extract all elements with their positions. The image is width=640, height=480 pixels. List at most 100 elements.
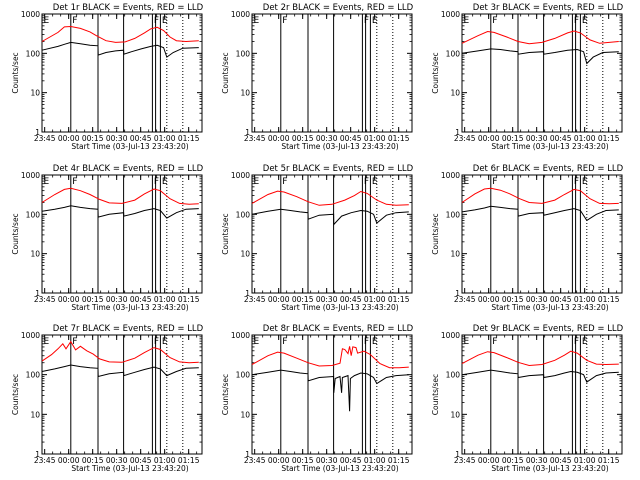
lld-series-line [41,25,199,43]
panel-2: Det 2r BLACK = Events, RED = LLD 1 10 100 10… [221,3,414,151]
y-tick-label: 1 [35,289,40,298]
x-tick-label: 01:15 [598,295,620,304]
x-axis-label: Start Time (03-Jul-13 23:43:20) [281,464,398,473]
letter-marker: F [574,177,579,187]
x-tick-label: 01:15 [178,456,200,465]
panel-title: Det 9r BLACK = Events, RED = LLD [473,324,624,334]
panel-3: Det 3r BLACK = Events, RED = LLD 1 10 100 10… [431,3,624,151]
y-tick-label: 1 [245,450,250,459]
x-tick-label: 00:00 [268,456,290,465]
x-tick-label: 01:15 [388,456,410,465]
x-tick-label: 00:30 [316,456,338,465]
y-tick-label: 1000 [21,10,40,19]
letter-marker: E [44,16,50,26]
y-tick-label: 1 [245,289,250,298]
x-tick-label: 00:30 [106,134,128,143]
lld-series-line [41,340,199,364]
x-tick-label: 00:30 [526,134,548,143]
x-tick-label: 00:45 [130,295,152,304]
x-tick-label: 00:45 [550,134,572,143]
x-tick-label: 01:00 [574,134,596,143]
letter-marker: E [582,177,588,187]
y-axis-label: Counts/sec [11,213,20,254]
panel-title: Det 7r BLACK = Events, RED = LLD [53,324,204,334]
plot-frame [251,13,413,133]
x-tick-label: 00:00 [58,295,80,304]
panel-title: Det 4r BLACK = Events, RED = LLD [53,164,204,174]
panel-8: Det 8r BLACK = Events, RED = LLD 1 10 100 10… [221,324,414,473]
letter-marker: F [154,16,159,26]
events-series-line [461,369,619,383]
letter-marker: F [282,16,287,26]
lld-series-line [461,187,619,205]
events-series-line [461,48,619,65]
letter-marker: E [162,16,168,26]
letter-marker: E [254,177,260,187]
letter-marker: F [72,177,77,187]
letter-marker: E [372,337,378,347]
y-tick-label: 10 [450,250,460,259]
lld-series-line [461,30,619,45]
letter-marker: F [574,337,579,347]
lld-series-line [251,346,409,369]
panel-9: Det 9r BLACK = Events, RED = LLD 1 10 100 10… [431,324,624,473]
letter-marker: F [154,337,159,347]
x-tick-label: 23:45 [244,456,266,465]
events-series-line [41,41,199,58]
x-tick-label: 00:30 [316,134,338,143]
events-series-line [251,369,409,412]
x-tick-label: 01:00 [154,134,176,143]
y-tick-label: 10 [240,410,250,419]
y-tick-label: 10 [240,89,250,98]
y-tick-label: 100 [236,210,251,219]
x-tick-label: 23:45 [244,134,266,143]
y-tick-label: 1000 [21,331,40,340]
y-tick-label: 100 [236,371,251,380]
x-tick-label: 00:45 [340,456,362,465]
panel-5: Det 5r BLACK = Events, RED = LLD 1 10 100 10… [221,164,414,312]
panel-title: Det 3r BLACK = Events, RED = LLD [473,3,624,13]
y-tick-label: 10 [30,89,40,98]
letter-marker: F [492,177,497,187]
letter-marker: F [72,337,77,347]
x-tick-label: 23:45 [34,295,56,304]
y-tick-label: 1000 [21,171,40,180]
x-tick-label: 00:00 [58,134,80,143]
x-tick-label: 00:00 [58,456,80,465]
x-axis-label: Start Time (03-Jul-13 23:43:20) [71,142,188,151]
x-tick-label: 00:45 [550,295,572,304]
letter-marker: F [72,16,77,26]
panel-title: Det 2r BLACK = Events, RED = LLD [263,3,414,13]
y-tick-label: 100 [26,210,41,219]
events-series-line [251,208,409,226]
letter-marker: F [364,337,369,347]
x-tick-label: 23:45 [454,134,476,143]
x-tick-label: 00:00 [478,295,500,304]
y-tick-label: 1000 [231,171,250,180]
x-axis-label: Start Time (03-Jul-13 23:43:20) [281,142,398,151]
x-tick-label: 00:45 [550,456,572,465]
y-tick-label: 1 [35,450,40,459]
y-tick-label: 10 [450,410,460,419]
y-axis-label: Counts/sec [221,374,230,415]
panel-1: Det 1r BLACK = Events, RED = LLD 1 10 100 10… [11,3,204,151]
x-tick-label: 00:15 [82,134,104,143]
plot-frame [41,174,203,294]
letter-marker: E [254,16,260,26]
y-tick-label: 100 [446,210,461,219]
x-tick-label: 00:00 [478,134,500,143]
letter-marker: E [162,177,168,187]
letter-marker: E [464,16,470,26]
letter-marker: E [44,337,50,347]
x-tick-label: 01:00 [154,295,176,304]
x-tick-label: 00:30 [316,295,338,304]
plot-frame [251,174,413,294]
y-tick-label: 1000 [441,10,460,19]
x-axis-label: Start Time (03-Jul-13 23:43:20) [71,464,188,473]
y-tick-label: 100 [26,49,41,58]
x-tick-label: 23:45 [244,295,266,304]
lld-series-line [251,190,409,206]
plot-frame [251,334,413,455]
letter-marker: E [582,337,588,347]
x-tick-label: 00:45 [130,134,152,143]
